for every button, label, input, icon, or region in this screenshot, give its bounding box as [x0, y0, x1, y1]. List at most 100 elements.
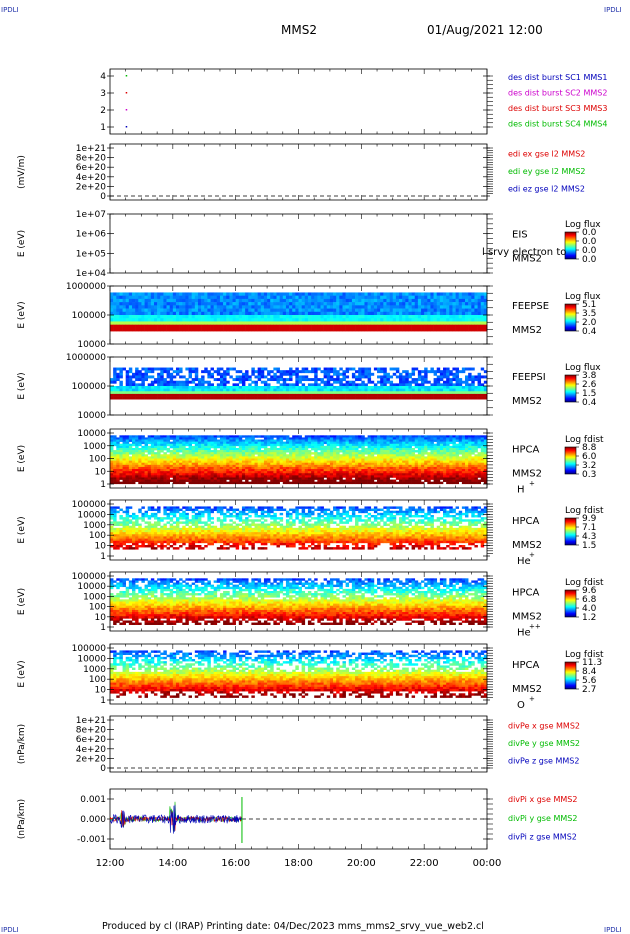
spectrogram-cell	[254, 311, 258, 316]
spectrogram-cell	[443, 462, 447, 466]
spectrogram-cell	[175, 315, 180, 319]
spectrogram-cell	[430, 391, 434, 395]
spectrogram-cell	[477, 327, 482, 332]
spectrogram-cell	[439, 445, 444, 449]
spectrogram-cell	[267, 447, 271, 451]
spectrogram-cell	[267, 298, 271, 303]
spectrogram-cell	[254, 439, 258, 442]
spectrogram-cell	[326, 308, 331, 313]
spectrogram-cell	[461, 302, 466, 306]
spectrogram-cell	[455, 445, 460, 449]
spectrogram-cell	[351, 466, 356, 470]
spectrogram-cell	[229, 464, 233, 468]
spectrogram-cell	[307, 292, 312, 296]
spectrogram-cell	[125, 393, 130, 397]
spectrogram-cell	[367, 458, 372, 461]
spectrogram-cell	[273, 460, 277, 464]
spectrogram-cell	[229, 391, 233, 395]
spectrogram-cell	[254, 383, 258, 387]
spectrogram-cell	[455, 439, 460, 442]
spectrogram-cell	[405, 302, 409, 306]
spectrogram-cell	[257, 372, 262, 376]
spectrogram-cell	[194, 460, 199, 464]
spectrogram-cell	[411, 311, 416, 316]
spectrogram-cell	[383, 456, 387, 459]
spectrogram-cell	[279, 386, 284, 389]
spectrogram-cell	[116, 324, 120, 329]
spectrogram-cell	[213, 452, 218, 455]
spectrogram-cell	[119, 439, 123, 442]
spectrogram-cell	[289, 391, 293, 395]
spectrogram-cell	[424, 443, 428, 447]
spectrogram-cell	[389, 318, 394, 322]
spectrogram-cell	[386, 464, 390, 468]
spectrogram-cell	[229, 327, 233, 332]
spectrogram-cell	[175, 391, 180, 395]
legend-item-edi: edi ez gse l2 MMS2	[508, 184, 585, 193]
spectrogram-cell	[408, 295, 412, 300]
spectrogram-cell	[292, 458, 296, 461]
spectrogram-cell	[295, 396, 299, 400]
spectrogram-cell	[443, 375, 447, 379]
spectrogram-cell	[276, 443, 280, 447]
spectrogram-cell	[446, 372, 450, 376]
spectrogram-cell	[301, 439, 306, 442]
spectrogram-cell	[443, 466, 447, 470]
spectrogram-cell	[367, 386, 372, 389]
spectrogram-cell	[304, 454, 309, 457]
spectrogram-cell	[439, 370, 444, 374]
spectrogram-cell	[122, 435, 127, 438]
spectrogram-cell	[364, 295, 368, 300]
spectrogram-cell	[166, 308, 170, 313]
spectrogram-cell	[226, 388, 230, 392]
spectrogram-cell	[153, 443, 158, 447]
spectrogram-cell	[364, 311, 368, 316]
spectrogram-cell	[207, 462, 211, 466]
spectrogram-cell	[248, 318, 252, 322]
spectrogram-cell	[260, 452, 265, 455]
spectrogram-cell	[182, 386, 186, 389]
spectrogram-cell	[392, 386, 397, 389]
spectrogram-cell	[477, 396, 482, 400]
spectrogram-cell	[339, 391, 343, 395]
spectrogram-cell	[254, 452, 258, 455]
spectrogram-cell	[219, 298, 224, 303]
spectrogram-cell	[358, 391, 362, 395]
spectrogram-cell	[311, 318, 315, 322]
spectrogram-cell	[169, 450, 174, 453]
spectrogram-cell	[392, 456, 397, 459]
spectrogram-cell	[304, 315, 309, 319]
spectrogram-cell	[270, 305, 274, 309]
spectrogram-cell	[219, 386, 224, 389]
spectrogram-cell	[204, 466, 208, 470]
spectrogram-cell	[131, 447, 136, 451]
spectrogram-cell	[430, 443, 434, 447]
spectrogram-cell	[179, 324, 183, 329]
spectrogram-cell	[477, 315, 482, 319]
spectrogram-cell	[389, 327, 394, 332]
spectrogram-cell	[191, 391, 196, 395]
spectrogram-cell	[113, 391, 117, 395]
spectrogram-cell	[219, 302, 224, 306]
spectrogram-cell	[402, 370, 406, 374]
spectrogram-cell	[267, 324, 271, 329]
spectrogram-cell	[458, 305, 463, 309]
spectrogram-cell	[355, 450, 359, 453]
spectrogram-cell	[355, 456, 359, 459]
spectrogram-cell	[169, 396, 174, 400]
spectrogram-cell	[144, 454, 148, 457]
spectrogram-cell	[430, 321, 434, 325]
spectrogram-cell	[267, 318, 271, 322]
spectrogram-cell	[449, 380, 453, 384]
spectrogram-cell	[150, 456, 155, 459]
spectrogram-cell	[207, 435, 211, 438]
spectrogram-cell	[333, 458, 337, 461]
spectrogram-cell	[474, 454, 478, 457]
spectrogram-cell	[433, 383, 438, 387]
spectrogram-cell	[150, 396, 155, 400]
spectrogram-cell	[125, 372, 130, 376]
spectrogram-cell	[417, 383, 422, 387]
spectrogram-cell	[276, 454, 280, 457]
spectrogram-cell	[317, 292, 321, 296]
spectrogram-cell	[465, 458, 469, 461]
